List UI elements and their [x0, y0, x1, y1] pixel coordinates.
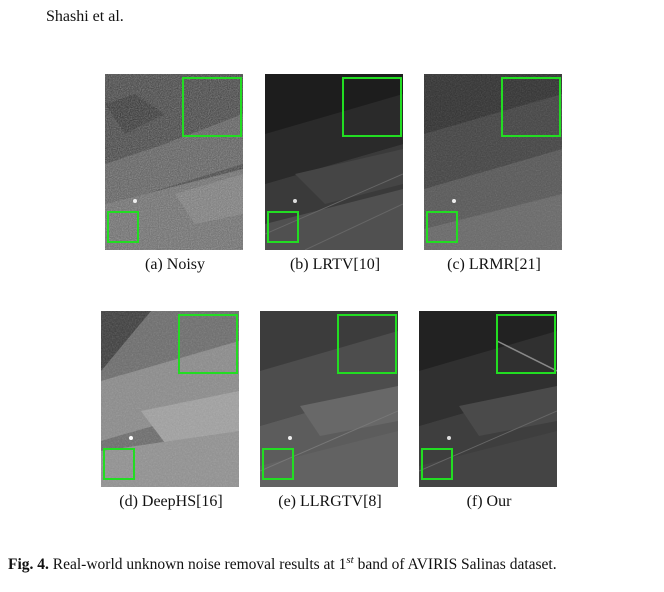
- panel-label: (b) LRTV[10]: [289, 256, 381, 273]
- panel-label: (e) LLRGTV[8]: [278, 493, 382, 510]
- image-llrgtv: [260, 311, 398, 487]
- caption-text-end: band of AVIRIS Salinas dataset.: [353, 556, 557, 574]
- image-lrmr: [424, 74, 562, 250]
- image-noisy: [105, 74, 243, 250]
- caption-text: Real-world unknown noise removal results…: [48, 556, 347, 574]
- figure-caption: Fig. 4. Real-world unknown noise removal…: [8, 554, 664, 574]
- figure-number: Fig. 4.: [8, 556, 49, 574]
- image-lrtv: [265, 74, 403, 250]
- caption-superscript: st: [346, 554, 354, 566]
- panel-label: (d) DeepHS[16]: [119, 493, 223, 510]
- panel-label: (f) Our: [466, 493, 512, 510]
- panel-label: (c) LRMR[21]: [447, 256, 541, 273]
- image-ours: [419, 311, 557, 487]
- panel-label: (a) Noisy: [145, 256, 205, 273]
- running-header: Shashi et al.: [46, 8, 124, 25]
- image-deephs: [101, 311, 239, 487]
